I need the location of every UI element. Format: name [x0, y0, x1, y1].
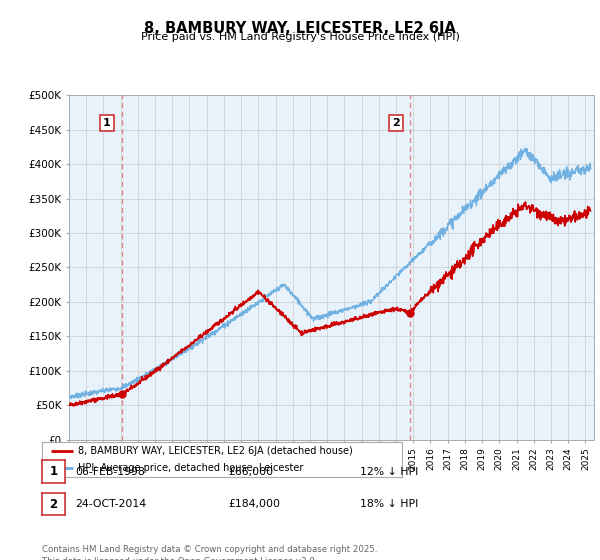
- Text: £66,000: £66,000: [228, 466, 273, 477]
- Text: Price paid vs. HM Land Registry's House Price Index (HPI): Price paid vs. HM Land Registry's House …: [140, 32, 460, 42]
- Text: HPI: Average price, detached house, Leicester: HPI: Average price, detached house, Leic…: [78, 463, 304, 473]
- Text: 2: 2: [392, 118, 400, 128]
- Text: £184,000: £184,000: [228, 499, 280, 509]
- Text: 8, BAMBURY WAY, LEICESTER, LE2 6JA (detached house): 8, BAMBURY WAY, LEICESTER, LE2 6JA (deta…: [78, 446, 353, 456]
- Text: 24-OCT-2014: 24-OCT-2014: [75, 499, 146, 509]
- Text: 2: 2: [49, 497, 58, 511]
- Text: 18% ↓ HPI: 18% ↓ HPI: [360, 499, 418, 509]
- Text: 06-FEB-1998: 06-FEB-1998: [75, 466, 145, 477]
- Text: 1: 1: [49, 465, 58, 478]
- Text: 12% ↓ HPI: 12% ↓ HPI: [360, 466, 418, 477]
- Text: 8, BAMBURY WAY, LEICESTER, LE2 6JA: 8, BAMBURY WAY, LEICESTER, LE2 6JA: [144, 21, 456, 36]
- Text: 1: 1: [103, 118, 111, 128]
- Text: Contains HM Land Registry data © Crown copyright and database right 2025.
This d: Contains HM Land Registry data © Crown c…: [42, 545, 377, 560]
